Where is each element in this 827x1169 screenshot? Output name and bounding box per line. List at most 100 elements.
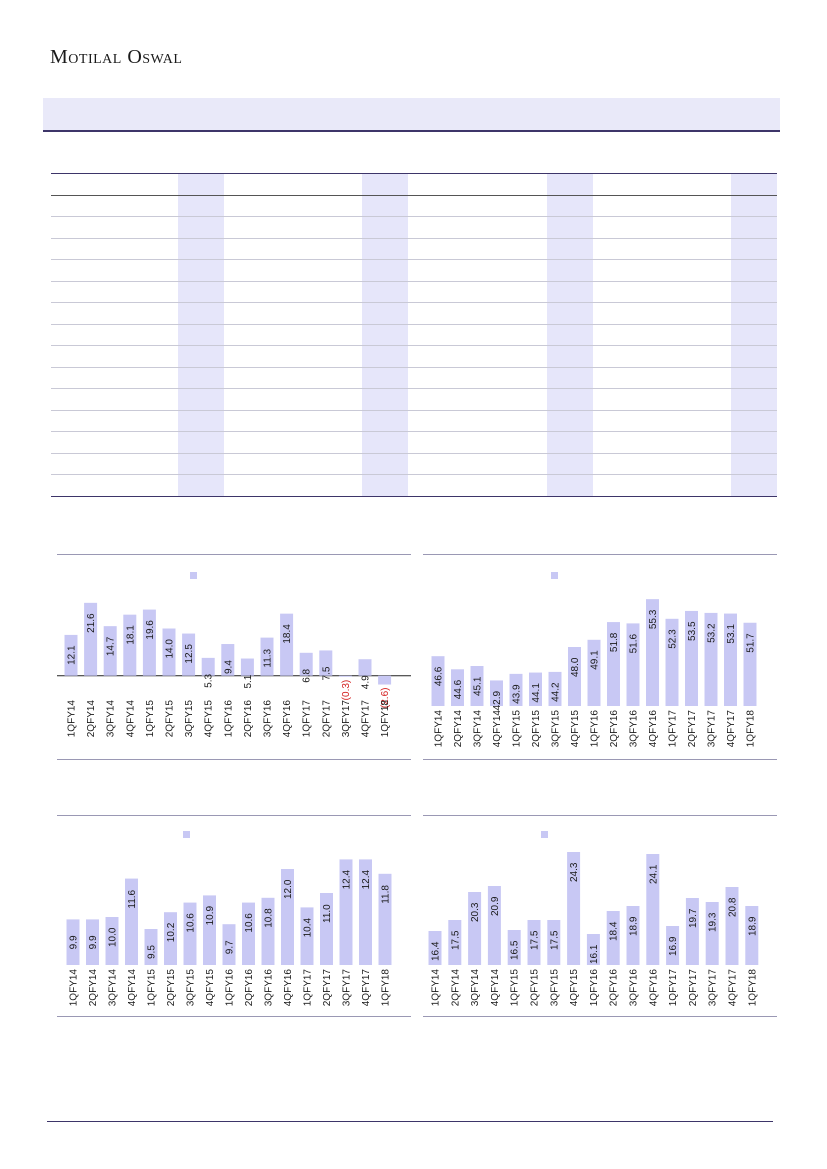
tick-label-2QFY14: 2QFY14 bbox=[86, 700, 97, 738]
data-label-3QFY14: 10.0 bbox=[108, 927, 119, 947]
data-label-1QFY18: 18.9 bbox=[747, 916, 758, 936]
data-label-3QFY16: 18.9 bbox=[629, 916, 640, 936]
data-label-3QFY14: 14.7 bbox=[106, 636, 117, 656]
bar-2QFY14 bbox=[448, 920, 462, 965]
tick-label-2QFY14: 2QFY14 bbox=[450, 969, 461, 1007]
chart-panel-3: 9.9 1QFY14 9.9 2QFY14 10.0 3QFY14 11.6 4QFY14 9.… bbox=[57, 815, 411, 1017]
data-label-1QFY17: 52.3 bbox=[668, 629, 679, 649]
tick-label-2QFY15: 2QFY15 bbox=[165, 700, 176, 738]
tick-label-3QFY16: 3QFY16 bbox=[264, 969, 275, 1007]
table-row bbox=[51, 410, 777, 411]
tick-label-2QFY15: 2QFY15 bbox=[530, 969, 541, 1007]
bar-3QFY16 bbox=[626, 906, 640, 965]
table-header-rule bbox=[51, 195, 777, 196]
table-highlight-column bbox=[547, 174, 593, 496]
bar-4QFY16 bbox=[646, 854, 660, 965]
bar-4QFY14 bbox=[125, 878, 138, 965]
data-label-4QFY14: 18.1 bbox=[125, 625, 136, 645]
bar-3QFY14 bbox=[105, 917, 119, 965]
footer-rule bbox=[47, 1121, 773, 1122]
bar-2QFY14 bbox=[86, 919, 99, 965]
bar-2QFY17 bbox=[320, 893, 333, 965]
data-label-3QFY16: 10.8 bbox=[264, 908, 275, 928]
data-label-3QFY14: 20.3 bbox=[470, 902, 481, 922]
table-row bbox=[51, 367, 777, 368]
bar-3QFY14 bbox=[103, 626, 117, 676]
bar-2QFY15 bbox=[164, 912, 177, 965]
data-label-2QFY16: 18.4 bbox=[609, 921, 620, 941]
tick-label-1QFY15: 1QFY15 bbox=[145, 700, 156, 738]
bar-2QFY15 bbox=[527, 920, 541, 965]
tick-label-2QFY16: 2QFY16 bbox=[243, 700, 254, 738]
bar-1QFY17 bbox=[665, 618, 679, 706]
data-label-4QFY15: 24.3 bbox=[569, 862, 580, 882]
bar-4QFY14 bbox=[490, 680, 503, 706]
data-label-1QFY18: 51.7 bbox=[746, 633, 757, 653]
data-label-4QFY14: 11.6 bbox=[127, 889, 138, 908]
table-row bbox=[51, 259, 777, 260]
bar-1QFY18 bbox=[378, 873, 392, 965]
bar-2QFY15 bbox=[162, 628, 176, 676]
data-label-4QFY17: 20.8 bbox=[728, 897, 739, 917]
data-label-1QFY15: 9.5 bbox=[147, 945, 158, 959]
tick-label-1QFY16: 1QFY16 bbox=[589, 969, 600, 1007]
table-top-rule bbox=[51, 173, 777, 174]
legend-swatch bbox=[190, 572, 197, 579]
tick-label-4QFY17: 4QFY17 bbox=[726, 710, 737, 748]
tick-label-2QFY16: 2QFY16 bbox=[609, 969, 620, 1007]
table-row bbox=[51, 302, 777, 303]
data-label-4QFY15: 48.0 bbox=[570, 657, 581, 677]
data-label-1QFY16: 49.1 bbox=[590, 650, 601, 670]
tick-label-1QFY14: 1QFY14 bbox=[69, 969, 80, 1007]
tick-label-2QFY17: 2QFY17 bbox=[687, 710, 698, 748]
data-label-4QFY15: 5.3 bbox=[204, 674, 215, 688]
data-label-3QFY17: 53.2 bbox=[707, 623, 718, 643]
data-label-3QFY17: 12.4 bbox=[342, 869, 353, 889]
tick-label-2QFY14: 2QFY14 bbox=[453, 710, 464, 748]
tick-label-1QFY17: 1QFY17 bbox=[668, 969, 679, 1007]
tick-label-3QFY14: 3QFY14 bbox=[108, 969, 119, 1007]
tick-label-1QFY16: 1QFY16 bbox=[223, 700, 234, 738]
data-label-1QFY15: 19.6 bbox=[145, 620, 156, 640]
tick-label-3QFY14: 3QFY14 bbox=[473, 710, 484, 748]
data-label-1QFY14: 16.4 bbox=[431, 941, 442, 961]
legend-swatch bbox=[551, 572, 558, 579]
bar-1QFY14 bbox=[66, 919, 80, 965]
tick-label-4QFY14: 4QFY14 bbox=[490, 969, 501, 1007]
data-label-1QFY17: 16.9 bbox=[668, 936, 679, 956]
bar-2QFY17 bbox=[319, 650, 333, 676]
tick-label-2QFY17: 2QFY17 bbox=[322, 969, 333, 1007]
data-label-1QFY14: 9.9 bbox=[69, 935, 80, 949]
bar-2QFY17 bbox=[685, 898, 699, 965]
title-band bbox=[43, 98, 780, 132]
bar-1QFY15 bbox=[509, 673, 523, 706]
bar-4QFY17 bbox=[359, 859, 372, 965]
tick-label-1QFY15: 1QFY15 bbox=[510, 969, 521, 1007]
bar-4QFY15 bbox=[567, 852, 581, 965]
data-label-4QFY16: 55.3 bbox=[648, 609, 659, 629]
bar-2QFY16 bbox=[240, 658, 254, 676]
brand-logo: Motilal Oswal bbox=[50, 46, 183, 68]
data-label-1QFY14: 12.1 bbox=[67, 645, 78, 665]
bar-1QFY16 bbox=[587, 639, 601, 706]
data-label-2QFY14: 17.5 bbox=[450, 930, 461, 950]
table-row bbox=[51, 324, 777, 325]
data-table bbox=[51, 173, 777, 497]
data-label-3QFY16: 51.6 bbox=[629, 633, 640, 653]
tick-label-1QFY16: 1QFY16 bbox=[225, 969, 236, 1007]
tick-label-4QFY16: 4QFY16 bbox=[648, 710, 659, 748]
bar-1QFY17 bbox=[299, 652, 313, 676]
data-label-2QFY16: 51.8 bbox=[609, 632, 620, 652]
bar-2QFY16 bbox=[242, 902, 255, 965]
data-label-4QFY17: 4.9 bbox=[361, 675, 372, 689]
tick-label-3QFY16: 3QFY16 bbox=[629, 969, 640, 1007]
chart-panel-4: 16.4 1QFY14 17.5 2QFY14 20.3 3QFY14 20.9 4QFY14… bbox=[423, 815, 777, 1017]
bar-4QFY15 bbox=[203, 895, 216, 965]
bar-4QFY16 bbox=[281, 869, 294, 965]
data-label-3QFY14: 45.1 bbox=[473, 676, 484, 696]
bar-3QFY16 bbox=[261, 897, 275, 965]
bar-3QFY14 bbox=[468, 892, 482, 965]
tick-label-1QFY17: 1QFY17 bbox=[302, 700, 313, 738]
data-label-1QFY15: 16.5 bbox=[510, 940, 521, 960]
bar-chart-4: 16.4 1QFY14 17.5 2QFY14 20.3 3QFY14 20.9 4QFY14… bbox=[428, 852, 759, 1007]
